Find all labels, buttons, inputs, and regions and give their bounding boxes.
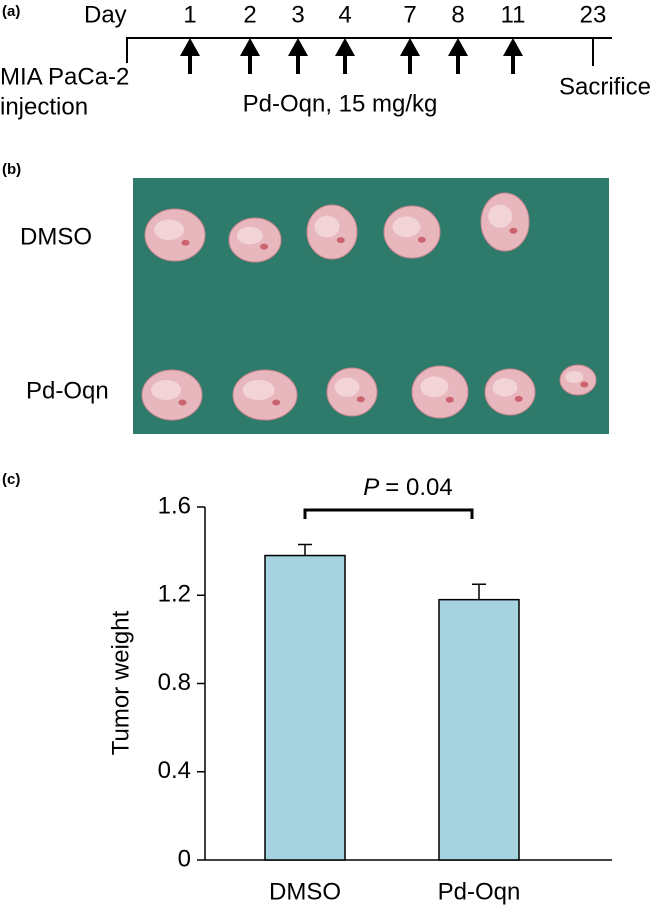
y-tick-label: 1.2 — [158, 581, 191, 608]
day-number: 1 — [183, 1, 196, 28]
end-label: Sacrifice — [559, 73, 651, 100]
day-number: 8 — [451, 1, 464, 28]
y-tick-label: 0.4 — [158, 757, 191, 784]
tumor-spot — [356, 396, 365, 403]
tumor-spot — [178, 399, 187, 406]
tumor-spot — [272, 399, 281, 406]
tumor-spot — [260, 243, 269, 250]
day-number: 7 — [403, 1, 416, 28]
tumor-highlight — [236, 226, 263, 245]
row-label: DMSO — [20, 223, 92, 250]
panel-label: (c) — [2, 471, 20, 488]
tumor-spot — [509, 227, 518, 234]
panel-label: (a) — [2, 3, 20, 20]
error-bar — [472, 583, 486, 600]
tumor-highlight — [242, 380, 275, 400]
tumor-highlight — [334, 377, 360, 397]
p-value: = 0.04 — [385, 474, 452, 501]
error-bar — [298, 543, 312, 556]
tumor-highlight — [492, 378, 518, 397]
tumor-highlight — [420, 376, 449, 398]
dose-arrow-head — [448, 38, 468, 56]
y-axis-title: Tumor weight — [107, 610, 134, 755]
day-number: 23 — [580, 1, 607, 28]
tumor-highlight — [392, 216, 421, 238]
day-number: 2 — [243, 1, 256, 28]
dose-arrow-head — [503, 38, 523, 56]
dose-arrow-head — [400, 38, 420, 56]
dose-arrow-head — [180, 38, 200, 56]
tumor-spot — [181, 239, 190, 246]
tumor-highlight — [151, 380, 181, 400]
tumor-spot — [580, 381, 589, 388]
tumor-spot — [336, 237, 345, 244]
significance-label: P = 0.04 — [363, 474, 452, 501]
tumor-spot — [445, 396, 454, 403]
x-tick-label: DMSO — [269, 878, 341, 905]
dose-arrow-head — [335, 38, 355, 56]
start-label: MIA PaCa-2 — [0, 63, 129, 90]
dose-arrow-head — [288, 38, 308, 56]
start-label: injection — [0, 93, 88, 120]
day-number: 3 — [291, 1, 304, 28]
row-label: Pd-Oqn — [26, 377, 109, 404]
panel-label: (b) — [2, 161, 21, 178]
x-tick-label: Pd-Oqn — [438, 878, 521, 905]
significance-bracket — [303, 508, 474, 519]
tumor-highlight — [314, 215, 340, 238]
y-tick-label: 0.8 — [158, 669, 191, 696]
dose-arrow-head — [240, 38, 260, 56]
tumor-photo — [133, 178, 609, 434]
tumor-spot — [514, 395, 523, 402]
bar — [264, 554, 346, 861]
tumor-spot — [417, 236, 426, 243]
treatment-label: Pd-Oqn, 15 mg/kg — [243, 90, 438, 117]
bar — [438, 598, 520, 861]
p-symbol: P — [363, 474, 379, 501]
tumor-highlight — [565, 371, 584, 383]
tumor-highlight — [154, 219, 184, 241]
tumor-highlight — [488, 204, 513, 228]
y-tick-label: 1.6 — [158, 492, 191, 519]
day-number: 11 — [501, 1, 526, 28]
day-label: Day — [84, 1, 127, 28]
day-number: 4 — [338, 1, 351, 28]
y-tick-label: 0 — [178, 845, 191, 872]
